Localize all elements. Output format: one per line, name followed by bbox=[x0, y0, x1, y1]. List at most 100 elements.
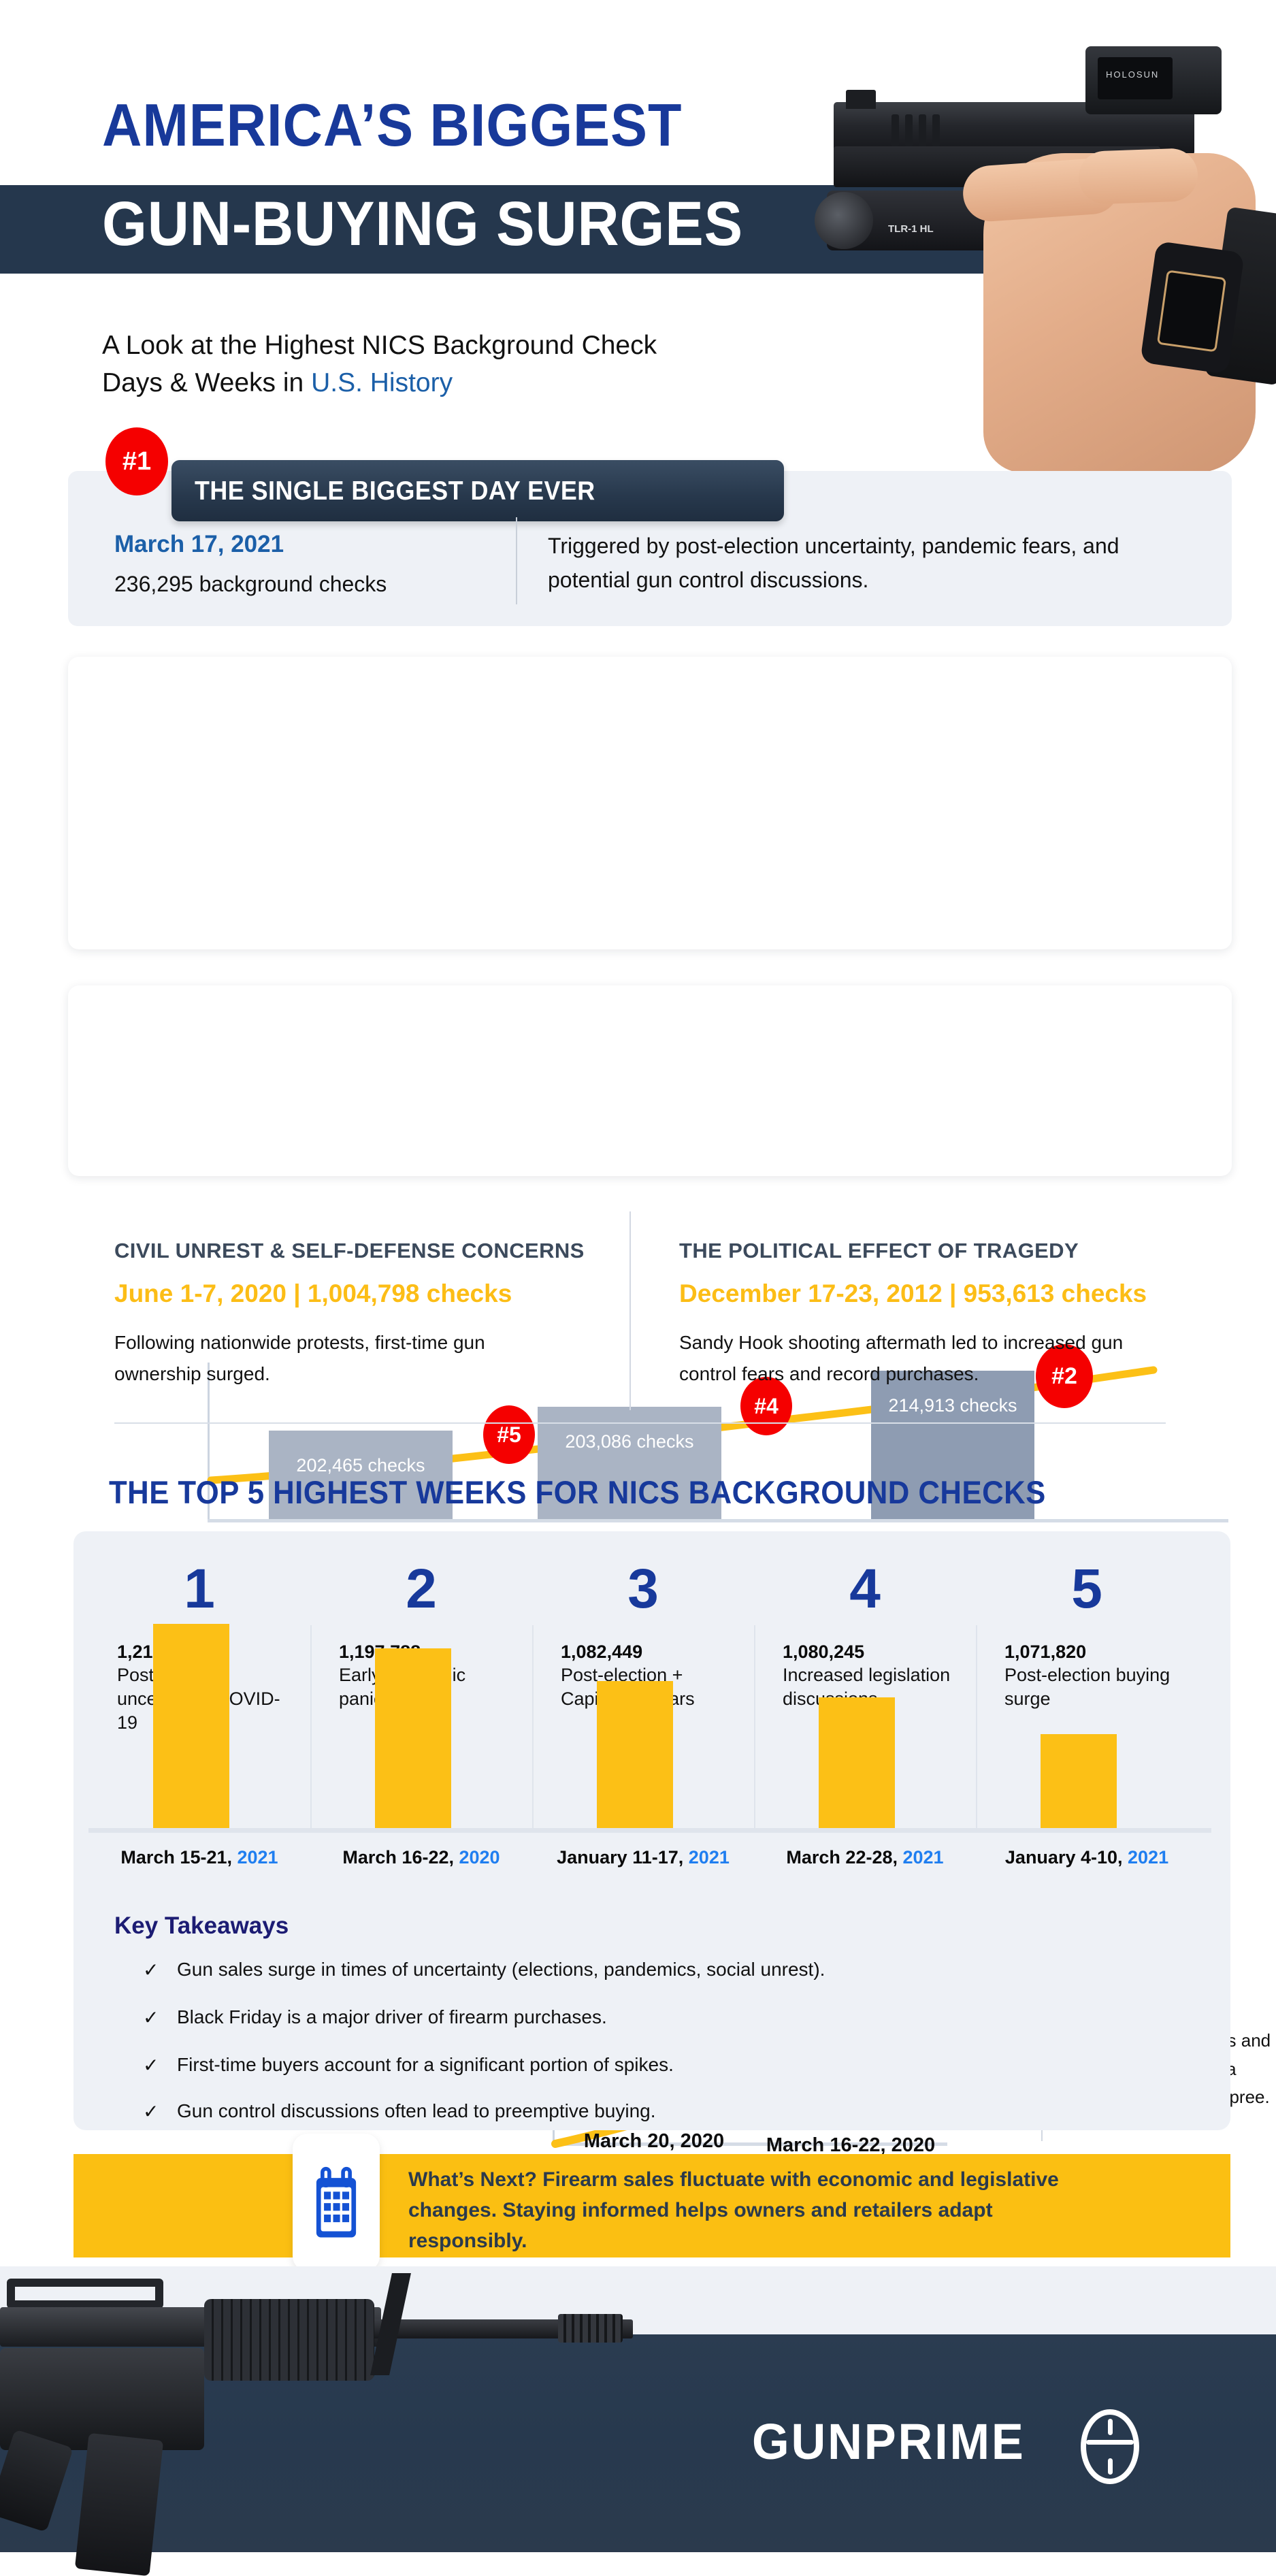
top5-date-year: 2021 bbox=[237, 1847, 278, 1868]
top5-date-year: 2021 bbox=[902, 1847, 944, 1868]
bf-bar-value: 202,465 checks bbox=[296, 1455, 425, 1476]
top5-date-text: January 4-10, bbox=[1004, 1847, 1128, 1868]
civil-unrest-heading: CIVIL UNREST & SELF-DEFENSE CONCERNS bbox=[114, 1239, 585, 1262]
political-effect-heading: THE POLITICAL EFFECT OF TRAGEDY bbox=[679, 1239, 1079, 1262]
rank-badge-2: #2 bbox=[1036, 1344, 1093, 1408]
rifle-carry-handle bbox=[7, 2279, 163, 2309]
bf-y-axis bbox=[208, 1363, 210, 1519]
bf-bar: 203,086 checks bbox=[538, 1407, 721, 1519]
takeaway-item: Black Friday is a major driver of firear… bbox=[177, 2006, 607, 2027]
top5-separator bbox=[310, 1625, 312, 1829]
bf-bar: 202,465 checks bbox=[269, 1431, 453, 1519]
pandemic-date-1: March 20, 2020 bbox=[583, 2130, 725, 2152]
checkmark-icon: ✓ bbox=[143, 2007, 159, 2028]
top5-value: 1,082,449 bbox=[561, 1642, 643, 1662]
takeaways-panel bbox=[73, 1838, 1230, 2130]
thumb bbox=[1077, 147, 1199, 206]
pandemic-card: #3 PANDEMIC PANIC BUYING 210,308 checks … bbox=[68, 985, 1271, 2156]
biggest-day-checks: 236,295 background checks bbox=[114, 572, 387, 596]
top5-rank: 5 bbox=[1071, 1558, 1102, 1620]
top5-separator bbox=[532, 1625, 534, 1829]
whats-next-text: What’s Next? Firearm sales fluctuate wit… bbox=[408, 2168, 1059, 2252]
page-title-line2: GUN-BUYING SURGES bbox=[102, 189, 744, 259]
crosshair-logo-bar bbox=[1086, 2440, 1134, 2445]
bf-bar: 214,913 checks bbox=[871, 1371, 1034, 1519]
rank-badge-5: #5 bbox=[483, 1405, 535, 1464]
top5-baseline bbox=[88, 1828, 1211, 1833]
takeaway-item: Gun sales surge in times of uncertainty … bbox=[177, 1959, 825, 1980]
two-column-divider bbox=[629, 1211, 631, 1410]
bf-x-axis bbox=[208, 1519, 1228, 1522]
crosshair-logo-icon bbox=[1081, 2409, 1139, 2484]
hero-section: HOLOSUN TLR-1 HL AMERICA’S BIGGEST GUN-B… bbox=[0, 0, 1276, 473]
optic-brand-label: HOLOSUN bbox=[1106, 69, 1160, 80]
pistol-photo: HOLOSUN TLR-1 HL bbox=[759, 7, 1276, 476]
weapon-light-lens bbox=[815, 192, 873, 249]
top5-date-label: March 22-28, 2021 bbox=[740, 1847, 989, 1868]
top5-separator bbox=[754, 1625, 755, 1829]
top5-rank: 2 bbox=[406, 1558, 437, 1620]
rank-badge-1: #1 bbox=[105, 427, 168, 495]
top5-rank: 4 bbox=[849, 1558, 881, 1620]
pd-x-axis bbox=[553, 2142, 947, 2146]
rank-badge-4: #4 bbox=[740, 1377, 792, 1435]
top5-date-text: March 22-28, bbox=[786, 1847, 903, 1868]
top5-bar bbox=[597, 1681, 673, 1828]
top5-title: THE TOP 5 HIGHEST WEEKS FOR NICS BACKGRO… bbox=[109, 1474, 1046, 1510]
top5-value: 1,080,245 bbox=[783, 1642, 865, 1662]
checkmark-icon: ✓ bbox=[143, 2101, 159, 2122]
top5-date-year: 2021 bbox=[1128, 1847, 1169, 1868]
top5-date-year: 2020 bbox=[459, 1847, 500, 1868]
civil-unrest-amount: June 1-7, 2020 | 1,004,798 checks bbox=[114, 1279, 512, 1307]
checkmark-icon: ✓ bbox=[143, 1959, 159, 1980]
biggest-day-date: March 17, 2021 bbox=[114, 531, 284, 557]
pistol-front-sight bbox=[846, 90, 876, 109]
page-subtitle: A Look at the Highest NICS Background Ch… bbox=[102, 327, 657, 402]
top5-rank: 1 bbox=[184, 1558, 215, 1620]
footer-logo[interactable]: GUNPRIME bbox=[752, 2413, 1040, 2471]
rifle-lower-receiver bbox=[0, 2348, 204, 2450]
political-effect-amount: December 17-23, 2012 | 953,613 checks bbox=[679, 1279, 1147, 1307]
top5-description: Post-election buying surge bbox=[1004, 1665, 1171, 1710]
slide-serration bbox=[891, 114, 899, 147]
rifle-handguard bbox=[204, 2299, 374, 2381]
top5-bar bbox=[153, 1624, 229, 1828]
top5-separator bbox=[976, 1625, 977, 1829]
bf-bar-value: 214,913 checks bbox=[888, 1395, 1017, 1416]
top5-bar bbox=[1041, 1734, 1117, 1828]
subtitle-line1: A Look at the Highest NICS Background Ch… bbox=[102, 331, 657, 360]
top5-date-label: March 15-21, 2021 bbox=[75, 1847, 324, 1868]
biggest-day-ribbon bbox=[171, 460, 784, 521]
takeaway-item: First-time buyers account for a signific… bbox=[177, 2054, 674, 2075]
top5-date-label: January 11-17, 2021 bbox=[519, 1847, 768, 1868]
top5-date-label: March 16-22, 2020 bbox=[297, 1847, 546, 1868]
pandemic-date-2: March 16-22, 2020 bbox=[766, 2134, 936, 2156]
watch-face bbox=[1156, 270, 1227, 353]
vertical-divider bbox=[516, 517, 517, 604]
rifle-muzzle-device bbox=[558, 2314, 623, 2343]
takeaways-title: Key Takeaways bbox=[114, 1912, 289, 1939]
top5-date-year: 2021 bbox=[688, 1847, 730, 1868]
slide-serration bbox=[905, 114, 913, 147]
rifle-magazine bbox=[74, 2432, 164, 2576]
page-title-line1: AMERICA’S BIGGEST bbox=[102, 91, 683, 159]
slide-serration bbox=[919, 114, 926, 147]
rifle-photo bbox=[0, 2266, 694, 2576]
footer-brand-text: GUNPRIME bbox=[752, 2413, 1026, 2470]
optic-window bbox=[1098, 57, 1173, 99]
whats-next-banner bbox=[73, 2154, 1230, 2257]
biggest-day-description: Triggered by post-election uncertainty, … bbox=[548, 534, 1119, 592]
top5-bar bbox=[819, 1697, 895, 1828]
subtitle-highlight: U.S. History bbox=[311, 368, 453, 398]
calendar-icon bbox=[316, 2166, 357, 2238]
checkmark-icon: ✓ bbox=[143, 2055, 159, 2076]
top5-bar bbox=[375, 1648, 451, 1828]
rifle-pistol-grip bbox=[0, 2429, 73, 2532]
political-effect-body: Sandy Hook shooting aftermath led to inc… bbox=[679, 1332, 1124, 1385]
top5-rank: 3 bbox=[627, 1558, 659, 1620]
bf-bar-value: 203,086 checks bbox=[565, 1431, 694, 1452]
subtitle-line2: Days & Weeks in bbox=[102, 368, 312, 398]
top5-date-text: March 15-21, bbox=[120, 1847, 238, 1868]
top5-date-label: January 4-10, 2021 bbox=[962, 1847, 1211, 1868]
